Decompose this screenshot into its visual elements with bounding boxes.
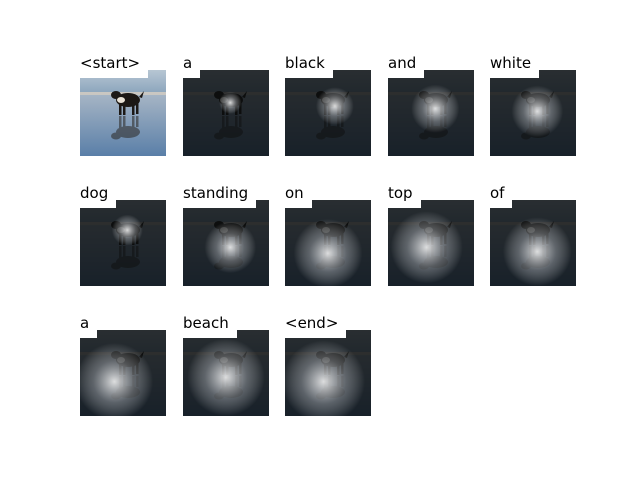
attention-heatmap [183, 70, 269, 156]
caption-word: on [285, 184, 312, 208]
caption-word: and [388, 54, 425, 78]
attention-heatmap [388, 70, 474, 156]
caption-word: <start> [80, 54, 149, 78]
caption-word: of [490, 184, 513, 208]
caption-word: dog [80, 184, 117, 208]
attention-heatmap [285, 200, 371, 286]
attention-heatmap [388, 200, 474, 286]
attention-heatmap [285, 330, 371, 416]
caption-word: standing [183, 184, 257, 208]
attention-heatmap [490, 200, 576, 286]
caption-word: a [80, 314, 98, 338]
source-photo [80, 70, 166, 156]
attention-heatmap [80, 200, 166, 286]
caption-word: black [285, 54, 333, 78]
attention-heatmap [490, 70, 576, 156]
attention-heatmap [183, 330, 269, 416]
caption-word: <end> [285, 314, 347, 338]
attention-heatmap [285, 70, 371, 156]
caption-word: white [490, 54, 540, 78]
caption-word: a [183, 54, 201, 78]
attention-heatmap [183, 200, 269, 286]
attention-heatmap [80, 330, 166, 416]
caption-word: top [388, 184, 421, 208]
caption-word: beach [183, 314, 237, 338]
